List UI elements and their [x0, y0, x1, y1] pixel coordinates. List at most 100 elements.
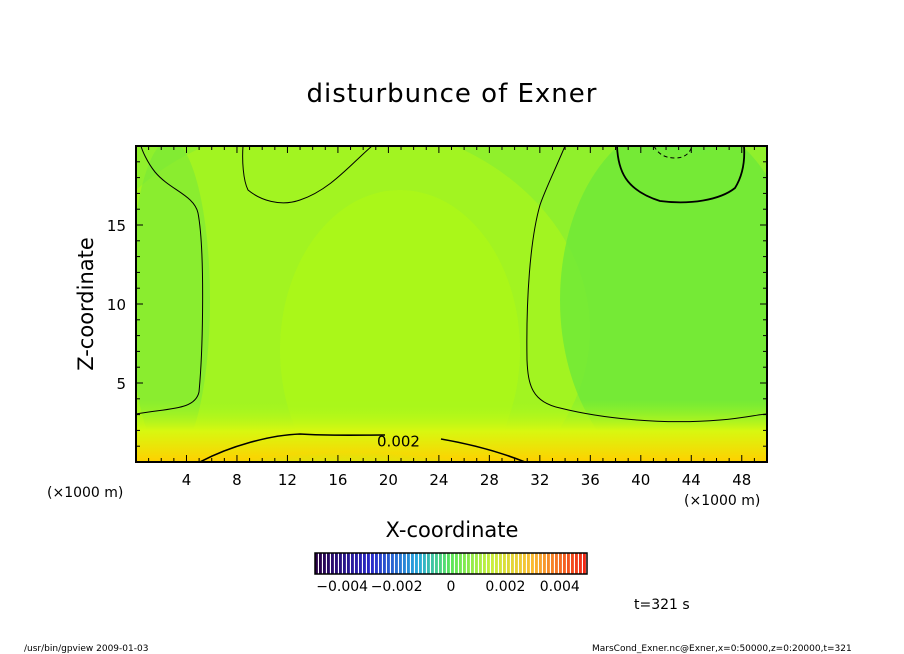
colorbar-stripe: [567, 553, 570, 574]
colorbar-stripe: [331, 553, 334, 574]
colorbar-stripe: [499, 553, 502, 574]
colorbar-stripe: [507, 553, 510, 574]
colorbar-stripe: [563, 553, 566, 574]
colorbar-stripe: [475, 553, 478, 574]
colorbar-stripe: [555, 553, 558, 574]
colorbar-stripe: [459, 553, 462, 574]
colorbar-stripe: [451, 553, 454, 574]
colorbar-stripe: [359, 553, 362, 574]
colorbar: −0.004 −0.002 0 0.002 0.004: [314, 552, 588, 595]
colorbar-stripe: [547, 553, 550, 574]
colorbar-stripe: [391, 553, 394, 574]
x-tick-label: 8: [232, 471, 242, 489]
colorbar-stripe: [371, 553, 374, 574]
chart-title: disturbunce of Exner: [307, 79, 598, 109]
colorbar-stripe: [395, 553, 398, 574]
colorbar-stripe: [455, 553, 458, 574]
colorbar-stripe: [427, 553, 430, 574]
colorbar-stripe: [419, 553, 422, 574]
colorbar-stripe: [363, 553, 366, 574]
colorbar-stripe: [503, 553, 506, 574]
colorbar-stripe: [399, 553, 402, 574]
colorbar-stripe: [531, 553, 534, 574]
colorbar-stripe: [511, 553, 514, 574]
colorbar-stripe: [551, 553, 554, 574]
x-tick-label: 44: [682, 471, 701, 489]
colorbar-stripe: [319, 553, 322, 574]
colorbar-stripe: [403, 553, 406, 574]
contour-label: 0.002: [377, 432, 420, 450]
x-tick-label: 36: [581, 471, 600, 489]
heatmap-field: [136, 146, 767, 462]
colorbar-stripe: [539, 553, 542, 574]
colorbar-stripe: [463, 553, 466, 574]
colorbar-stripe: [467, 553, 470, 574]
y-axis-ticks: 5 10 15: [107, 161, 767, 447]
colorbar-stripe: [351, 553, 354, 574]
colorbar-stripe: [355, 553, 358, 574]
colorbar-stripe: [411, 553, 414, 574]
footer-right: MarsCond_Exner.nc@Exner,x=0:50000,z=0:20…: [592, 644, 852, 654]
colorbar-stripe: [423, 553, 426, 574]
colorbar-tick-label: 0: [447, 579, 456, 595]
colorbar-stripe: [495, 553, 498, 574]
colorbar-stripe: [515, 553, 518, 574]
colorbar-stripe: [415, 553, 418, 574]
time-annotation: t=321 s: [634, 597, 690, 613]
colorbar-stripes: [315, 553, 586, 574]
contour-lines: [136, 146, 767, 462]
colorbar-stripe: [535, 553, 538, 574]
colorbar-stripe: [583, 553, 586, 574]
colorbar-stripe: [483, 553, 486, 574]
colorbar-stripe: [543, 553, 546, 574]
x-tick-label: 28: [480, 471, 499, 489]
colorbar-stripe: [447, 553, 450, 574]
colorbar-stripe: [327, 553, 330, 574]
colorbar-stripe: [347, 553, 350, 574]
colorbar-frame: [314, 552, 588, 575]
x-unit-left: (×1000 m): [47, 485, 123, 501]
colorbar-stripe: [579, 553, 582, 574]
colorbar-stripe: [407, 553, 410, 574]
colorbar-stripe: [527, 553, 530, 574]
x-tick-label: 24: [429, 471, 448, 489]
colorbar-stripe: [443, 553, 446, 574]
colorbar-tick-label: 0.004: [540, 579, 580, 595]
y-tick-label: 15: [107, 217, 126, 235]
x-unit-right: (×1000 m): [684, 493, 760, 509]
colorbar-stripe: [479, 553, 482, 574]
colorbar-stripe: [491, 553, 494, 574]
colorbar-stripe: [335, 553, 338, 574]
colorbar-stripe: [323, 553, 326, 574]
x-tick-label: 4: [182, 471, 192, 489]
colorbar-stripe: [559, 553, 562, 574]
colorbar-stripe: [383, 553, 386, 574]
colorbar-tick-label: −0.002: [371, 579, 423, 595]
colorbar-stripe: [431, 553, 434, 574]
colorbar-stripe: [367, 553, 370, 574]
x-tick-label: 12: [278, 471, 297, 489]
colorbar-stripe: [487, 553, 490, 574]
y-axis-label: Z-coordinate: [74, 237, 98, 371]
colorbar-stripe: [523, 553, 526, 574]
contour-labels: 0.002: [377, 432, 420, 450]
colorbar-stripe: [519, 553, 522, 574]
colorbar-stripe: [471, 553, 474, 574]
colorbar-stripe: [387, 553, 390, 574]
colorbar-stripe: [315, 553, 318, 574]
x-tick-label: 48: [732, 471, 751, 489]
colorbar-stripe: [343, 553, 346, 574]
x-axis-label: X-coordinate: [386, 518, 519, 542]
x-tick-label: 20: [379, 471, 398, 489]
y-tick-label: 5: [116, 375, 126, 393]
colorbar-tick-label: 0.002: [485, 579, 525, 595]
colorbar-stripe: [375, 553, 378, 574]
x-tick-label: 40: [631, 471, 650, 489]
x-tick-label: 32: [530, 471, 549, 489]
y-tick-label: 10: [107, 296, 126, 314]
colorbar-stripe: [439, 553, 442, 574]
colorbar-stripe: [339, 553, 342, 574]
x-axis-ticks: 4 8 12 16 20 24 28 32 36 40 44 48: [148, 146, 755, 489]
colorbar-stripe: [575, 553, 578, 574]
